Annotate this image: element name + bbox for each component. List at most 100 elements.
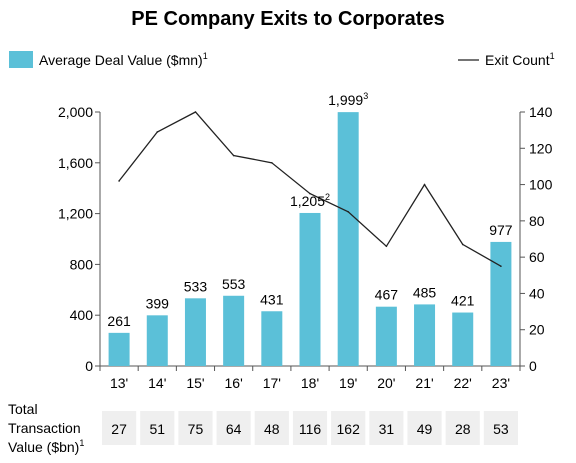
table-cell-value: 51 (149, 421, 165, 437)
table-cell (445, 411, 480, 445)
table-cell-value: 53 (493, 421, 509, 437)
bar-data-label: 261 (107, 313, 131, 329)
y-right-tick-label: 140 (529, 104, 553, 120)
x-tick-label: 20' (377, 375, 395, 391)
legend-bar-label: Average Deal Value ($mn)1 (39, 51, 208, 68)
bar-data-label: 977 (489, 222, 513, 238)
bar-data-label: 431 (260, 291, 284, 307)
table-cell (369, 411, 404, 445)
table-cell (331, 411, 366, 445)
legend-bar-swatch (9, 51, 33, 68)
table-cell-value: 27 (111, 421, 127, 437)
bar-data-labels: 261 399 533 553 431 1,2052 1,9993 467 485 421 977 (107, 91, 512, 329)
legend: Average Deal Value ($mn)1 Exit Count1 (9, 51, 555, 68)
table-cell-value: 162 (337, 421, 361, 437)
exit-count-point (461, 243, 464, 246)
x-tick-label: 16' (225, 375, 243, 391)
table-row-label-line: Transaction (8, 420, 81, 436)
transaction-table: Total Transaction Value ($bn)1 27 51 75 64 48 1… (8, 401, 518, 455)
table-cell (140, 411, 175, 445)
table-row-label-line: Value ($bn) (8, 439, 79, 455)
bar (108, 332, 130, 366)
table-cells: 27 51 75 64 48 116 162 31 49 28 53 (102, 411, 518, 445)
x-tick-label: 15' (186, 375, 204, 391)
table-cell (483, 411, 518, 445)
bar (490, 241, 512, 366)
y-right-tick-label: 40 (529, 285, 545, 301)
y-left-tick-label: 800 (70, 256, 94, 272)
exit-count-point (385, 245, 388, 248)
chart-title: PE Company Exits to Corporates (131, 8, 444, 30)
bar (452, 312, 474, 366)
legend-line-name: Exit Count (485, 52, 550, 68)
table-row-label: Total Transaction Value ($bn)1 (8, 401, 84, 455)
bar-data-label: 533 (184, 278, 208, 294)
exit-count-point (156, 131, 159, 133)
x-tick-label: 17' (263, 375, 281, 391)
bar-data-label: 399 (146, 295, 170, 311)
bar (223, 295, 245, 366)
y-left-tick-label: 400 (70, 307, 94, 323)
x-tick-label: 23' (492, 375, 510, 391)
exit-count-point (423, 183, 426, 186)
x-tick-label: 14' (148, 375, 166, 391)
table-cell (102, 411, 137, 445)
x-tick-label: 19' (339, 375, 357, 391)
bar-data-label: 467 (375, 287, 399, 303)
y-right-tick-label: 0 (529, 358, 537, 374)
y-right-tick-label: 120 (529, 140, 553, 156)
bar-data-label: 485 (413, 284, 437, 300)
table-cell-value: 64 (226, 421, 242, 437)
x-tick-label: 18' (301, 375, 319, 391)
exit-count-point (309, 192, 311, 195)
bar (184, 298, 206, 366)
bar-data-label: 553 (222, 276, 246, 292)
bar (337, 112, 359, 366)
bar (414, 304, 436, 366)
exit-count-point (194, 111, 197, 113)
legend-line-superscript: 1 (550, 51, 555, 61)
bar-data-label: 421 (451, 293, 475, 309)
y-right-tick-label: 60 (529, 249, 545, 265)
legend-bar-superscript: 1 (203, 51, 208, 61)
table-cell-value: 75 (188, 421, 204, 437)
table-cell (216, 411, 251, 445)
table-row-label-line: Total (8, 401, 38, 417)
y-left-tick-label: 1,200 (58, 206, 93, 222)
axes: 0 400 800 1,200 1,600 2,000 0 20 40 60 80 100 120 140… (58, 104, 553, 391)
bar (375, 306, 397, 366)
bar-data-label: 1,9993 (328, 91, 368, 108)
table-cell-value: 49 (417, 421, 433, 437)
y-right-tick-label: 80 (529, 213, 545, 229)
table-cell (178, 411, 213, 445)
bar (146, 315, 168, 366)
line-series (118, 111, 502, 268)
table-cell-value: 48 (264, 421, 280, 437)
legend-bar-name: Average Deal Value ($mn) (39, 52, 203, 68)
y-right-tick-label: 20 (529, 322, 545, 338)
table-row-label-superscript: 1 (79, 438, 84, 448)
table-cell-value: 116 (299, 421, 322, 437)
exit-count-point (500, 265, 502, 268)
x-tick-label: 13' (110, 375, 128, 391)
exit-count-point (347, 210, 349, 213)
bar-data-label: 1,2052 (290, 192, 330, 209)
legend-line-label: Exit Count1 (485, 51, 555, 68)
x-tick-label: 21' (415, 375, 433, 391)
y-left-tick-label: 0 (85, 358, 93, 374)
y-right-tick-label: 100 (529, 177, 553, 193)
bar (299, 212, 321, 366)
bar (261, 311, 283, 366)
exit-count-point (232, 154, 235, 157)
exit-count-point (271, 162, 273, 164)
table-cell (407, 411, 442, 445)
x-tick-label: 22' (454, 375, 472, 391)
y-left-tick-label: 2,000 (58, 104, 93, 120)
y-left-tick-label: 1,600 (58, 155, 93, 171)
table-cell (292, 411, 328, 445)
table-cell (254, 411, 289, 445)
bar-series (108, 112, 512, 366)
exit-count-point (118, 180, 120, 182)
table-cell-value: 31 (379, 421, 395, 437)
